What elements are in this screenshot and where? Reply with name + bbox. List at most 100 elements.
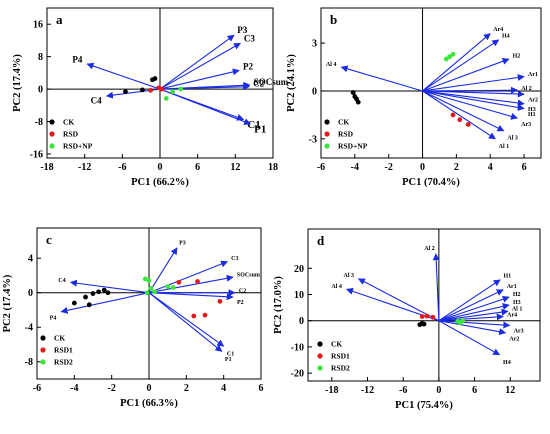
x-tick-label: 0 — [436, 385, 441, 396]
sample-point-ck — [140, 87, 145, 93]
vector-label: Al 4 — [331, 284, 342, 290]
y-tick-label: 0 — [28, 288, 33, 299]
legend-marker — [49, 143, 55, 149]
plot-frame-d — [307, 228, 541, 382]
vector-label: C4 — [58, 278, 65, 284]
sample-point-ck — [101, 287, 107, 293]
loading-vector-ar3 — [438, 320, 511, 329]
x-tick-label: -4 — [70, 383, 78, 394]
sample-point-rsd — [457, 117, 463, 123]
x-tick-label: 6 — [195, 162, 200, 173]
sample-point-rsd2 — [460, 318, 466, 324]
loading-vector-h3 — [438, 302, 510, 322]
loading-vector-ar1 — [438, 289, 504, 322]
panel-label: c — [46, 232, 52, 247]
vector-label: P4 — [72, 55, 82, 65]
vector-label: P2 — [243, 62, 253, 72]
x-tick-label: -18 — [325, 385, 338, 396]
y-tick-label: 20 — [294, 264, 304, 275]
y-tick-label: 3 — [312, 39, 317, 50]
legend-marker — [49, 119, 55, 125]
x-tick-label: -18 — [40, 162, 53, 173]
sample-point-rsd2 — [144, 290, 150, 296]
legend-entry: RSD1 — [331, 352, 350, 361]
panel-label: d — [317, 233, 325, 248]
loading-vector-al3 — [357, 278, 440, 322]
loading-vector-p2 — [148, 292, 234, 301]
y-tick-label: 10 — [294, 290, 304, 301]
vector-label: H2 — [513, 54, 521, 60]
sample-point-ck — [71, 300, 77, 306]
x-tick-label: -4 — [351, 162, 359, 173]
sample-point-rsd1 — [430, 314, 436, 320]
sample-point-rsd2 — [148, 286, 154, 291]
loading-vector-al2 — [432, 253, 440, 321]
x-tick-label: -2 — [107, 383, 115, 394]
sample-point-rsd2 — [165, 284, 171, 290]
vector-label: P1 — [254, 123, 266, 135]
sample-point-rsd — [450, 112, 456, 118]
legend-marker — [317, 341, 323, 347]
y-tick-label: -10 — [291, 342, 304, 353]
legend-entry: RSD1 — [54, 346, 73, 355]
sample-point-rsd — [465, 122, 471, 127]
loading-vector-c1 — [148, 292, 225, 347]
vector-label: H3 — [528, 107, 536, 113]
loading-vector-p1 — [159, 88, 252, 125]
sample-point-rsd1 — [217, 298, 223, 304]
x-axis-label: PC1 (66.3%) — [120, 398, 178, 409]
panel-label: b — [330, 12, 337, 27]
loading-vector-p4 — [60, 292, 150, 314]
vector-label: Ar4 — [493, 27, 503, 33]
legend-c: CK RSD1 RSD2 — [40, 334, 73, 367]
legend-entry: RSD+NP — [338, 142, 368, 151]
loading-vector-ar2 — [438, 320, 507, 336]
loading-vector-h4 — [438, 320, 501, 356]
vector-label: H3 — [513, 300, 521, 306]
x-tick-label: -6 — [33, 383, 41, 394]
x-tick-label: 12 — [505, 385, 515, 396]
y-axis-label: PC2 (17.0%) — [273, 276, 284, 334]
y-tick-label: 0 — [38, 85, 43, 96]
sample-point-ck — [355, 99, 361, 105]
loading-vector-c4 — [69, 279, 150, 294]
legend-entry: CK — [331, 340, 342, 349]
legend-marker — [317, 365, 323, 371]
vector-label: SOCsum — [237, 272, 260, 278]
x-tick-label: 0 — [420, 162, 425, 173]
legend-b: CK RSD RSD+NP — [324, 118, 368, 151]
vector-label: Ar2 — [528, 97, 538, 103]
loading-vector-al1 — [422, 90, 496, 140]
panel-a: -18 -12 -6 0 6 12 18 -16 -8 0 8 16 PC1 (66.2%) PC2 (1… — [12, 7, 289, 188]
sample-point-rsdnp — [170, 89, 175, 94]
x-tick-label: 2 — [184, 383, 189, 394]
loading-vector-h3 — [422, 90, 525, 107]
legend-entry: RSD2 — [54, 358, 73, 367]
vector-label: H2 — [513, 292, 521, 298]
loading-vector-p3 — [148, 247, 178, 294]
sample-point-ck — [421, 321, 427, 327]
legend-entry: RSD — [63, 130, 79, 139]
sample-point-rsd1 — [191, 313, 197, 319]
panel-c: -6 -4 -2 0 2 4 6 -8 -4 0 4 PC1 (66.3%) PC2 (17.4%) c P… — [2, 227, 264, 409]
x-tick-label: -12 — [78, 162, 91, 173]
legend-marker — [40, 335, 46, 341]
sample-point-rsd — [148, 87, 153, 93]
vector-label: P3 — [179, 240, 186, 246]
vector-label: Ar1 — [528, 72, 538, 78]
y-axis-label: PC2 (17.4%) — [12, 54, 23, 112]
sample-point-rsd2 — [152, 289, 158, 295]
sample-point-rsdnp — [163, 96, 169, 101]
legend-marker — [49, 131, 55, 137]
sample-point-rsd1 — [419, 314, 425, 319]
vector-label: P4 — [50, 316, 57, 322]
loading-vector-al2 — [422, 86, 519, 94]
loading-vector-ar2 — [422, 90, 525, 98]
vector-label: P3 — [237, 25, 247, 35]
loading-vector-ar4 — [438, 313, 504, 322]
loading-vector-c2 — [159, 83, 250, 91]
x-tick-label: 12 — [230, 162, 240, 173]
vector-label: Ar3 — [521, 122, 531, 128]
sample-point-rsd2 — [146, 278, 152, 284]
